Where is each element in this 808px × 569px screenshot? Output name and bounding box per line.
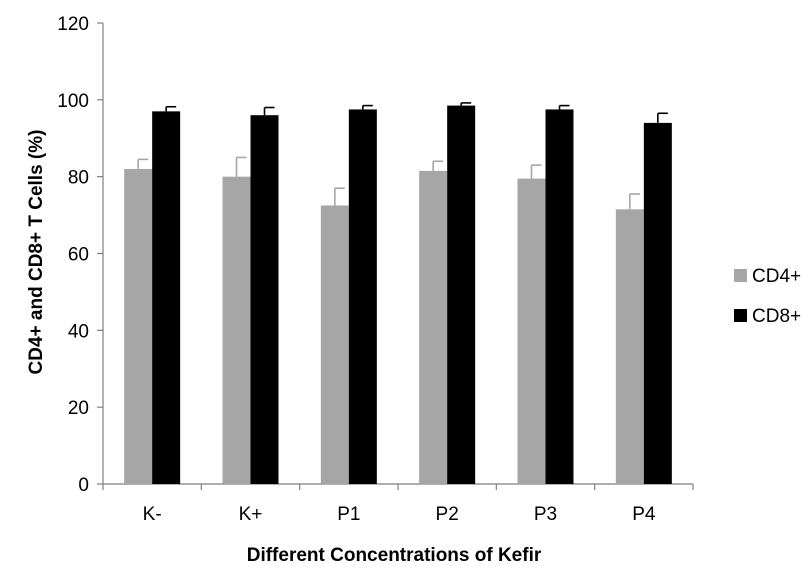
x-tick-label: K+: [239, 504, 263, 525]
error-bar: [629, 193, 640, 210]
bar-cd8plus-k-: [152, 111, 181, 484]
axes: [102, 23, 693, 485]
x-axis-title: Different Concentrations of Kefir: [247, 545, 542, 566]
bar-cd8plus-p3: [545, 109, 574, 484]
bar-cd4plus-k-: [124, 168, 153, 484]
error-bar: [137, 158, 149, 169]
y-tick-label: 100: [57, 91, 89, 112]
y-ticks-group: 0 20 40 60 80 100 120: [57, 14, 103, 496]
bar-cd4plus-p4: [615, 209, 644, 484]
bar-cd8plus-p1: [348, 109, 377, 484]
bar-cd8plus-p2: [447, 105, 476, 485]
bar-cd8plus-k+: [250, 115, 279, 484]
bar-cd4plus-p2: [419, 170, 448, 484]
bar-cd4plus-p1: [320, 205, 349, 484]
y-tick-label: 120: [57, 14, 89, 35]
error-bar: [657, 112, 668, 123]
bar-cd8plus-p4: [643, 122, 672, 484]
bar-cd4plus-k+: [222, 176, 251, 484]
legend-label: CD4+: [752, 266, 801, 287]
x-ticks-group: K- K+ P1 P2 P3 P4: [102, 484, 694, 525]
x-tick-label: P2: [436, 504, 459, 525]
error-bar: [165, 105, 177, 112]
error-bar: [235, 156, 247, 177]
x-tick-label: P4: [632, 504, 656, 525]
error-bars-group: [137, 102, 668, 210]
y-axis-title: CD4+ and CD8+ T Cells (%): [26, 130, 47, 375]
error-bar: [334, 187, 345, 206]
error-bar: [558, 104, 570, 110]
bar-cd4plus-p3: [517, 178, 546, 484]
y-tick-label: 80: [68, 168, 89, 189]
y-tick-label: 40: [68, 321, 89, 342]
bars-group: [124, 105, 672, 485]
x-tick-label: P1: [337, 504, 360, 525]
y-tick-label: 0: [78, 475, 89, 496]
error-bar: [263, 106, 275, 116]
error-bar: [460, 102, 472, 106]
error-bar: [530, 164, 542, 179]
error-bar: [362, 104, 373, 110]
y-tick-label: 20: [68, 398, 89, 419]
legend: CD4+ CD8+: [734, 266, 801, 327]
error-bar: [432, 160, 444, 171]
legend-swatch: [734, 269, 747, 282]
y-tick-label: 60: [68, 245, 89, 266]
legend-label: CD8+: [752, 306, 801, 327]
x-tick-label: P3: [534, 504, 557, 525]
legend-swatch: [734, 309, 747, 322]
x-tick-label: K-: [143, 504, 162, 525]
